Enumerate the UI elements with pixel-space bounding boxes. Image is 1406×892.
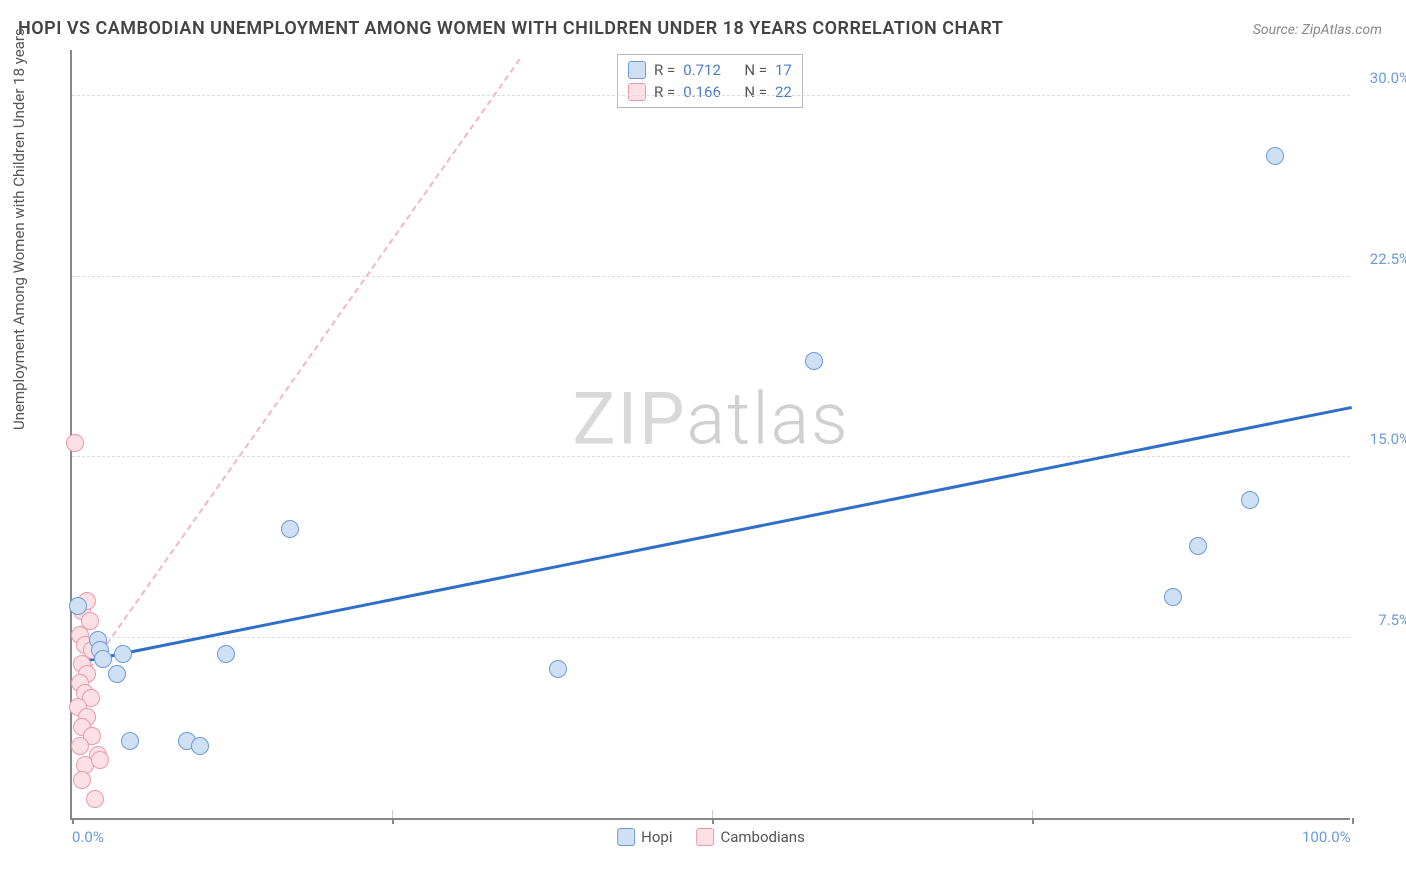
chart-title: HOPI VS CAMBODIAN UNEMPLOYMENT AMONG WOM… xyxy=(18,18,1003,39)
data-point xyxy=(71,737,89,755)
data-point xyxy=(281,520,299,538)
correlation-legend: R = 0.712 N = 17 R = 0.166 N = 22 xyxy=(617,54,803,108)
series-legend: Hopi Cambodians xyxy=(617,828,805,846)
gridline-v xyxy=(712,810,713,818)
data-point xyxy=(1266,147,1284,165)
x-tick xyxy=(392,818,394,824)
n-value-camb: 22 xyxy=(775,83,792,101)
trend-line xyxy=(78,58,521,685)
data-point xyxy=(805,352,823,370)
source-label: Source: ZipAtlas.com xyxy=(1253,22,1382,38)
watermark-light: atlas xyxy=(687,376,850,461)
swatch-hopi xyxy=(617,828,635,846)
data-point xyxy=(1241,491,1259,509)
data-point xyxy=(69,597,87,615)
y-tick-label: 15.0% xyxy=(1370,430,1406,448)
data-point xyxy=(1164,588,1182,606)
x-tick xyxy=(1352,818,1354,824)
gridline-h xyxy=(72,456,1350,457)
y-tick-label: 30.0% xyxy=(1370,69,1406,87)
data-point xyxy=(86,790,104,808)
plot-region: ZIPatlas R = 0.712 N = 17 R = 0.166 N = … xyxy=(70,50,1350,820)
watermark-bold: ZIP xyxy=(572,376,686,461)
legend-item-camb: Cambodians xyxy=(696,828,804,846)
gridline-v xyxy=(392,810,393,818)
gridline-h xyxy=(72,276,1350,277)
corr-row-hopi: R = 0.712 N = 17 xyxy=(628,59,792,81)
swatch-hopi xyxy=(628,61,646,79)
data-point xyxy=(91,751,109,769)
r-label: R = xyxy=(654,83,675,101)
n-label: N = xyxy=(744,61,767,79)
corr-row-camb: R = 0.166 N = 22 xyxy=(628,81,792,103)
x-tick-label: 0.0% xyxy=(72,828,104,846)
n-value-hopi: 17 xyxy=(775,61,792,79)
x-tick-label: 100.0% xyxy=(1302,828,1351,846)
swatch-cambodians xyxy=(696,828,714,846)
gridline-h xyxy=(72,95,1350,96)
gridline-v xyxy=(1032,810,1033,818)
r-label: R = xyxy=(654,61,675,79)
gridline-h xyxy=(72,637,1350,638)
trend-line xyxy=(78,406,1352,664)
data-point xyxy=(549,660,567,678)
x-tick xyxy=(712,818,714,824)
swatch-cambodians xyxy=(628,83,646,101)
data-point xyxy=(94,650,112,668)
data-point xyxy=(108,665,126,683)
r-value-camb: 0.166 xyxy=(683,83,721,101)
x-tick xyxy=(1032,818,1034,824)
data-point xyxy=(121,732,139,750)
data-point xyxy=(1189,537,1207,555)
data-point xyxy=(73,771,91,789)
data-point xyxy=(66,434,84,452)
r-value-hopi: 0.712 xyxy=(683,61,721,79)
x-tick xyxy=(72,818,74,824)
y-axis-label: Unemployment Among Women with Children U… xyxy=(10,28,28,430)
data-point xyxy=(191,737,209,755)
data-point xyxy=(217,645,235,663)
data-point xyxy=(114,645,132,663)
chart-area: ZIPatlas R = 0.712 N = 17 R = 0.166 N = … xyxy=(60,50,1380,850)
n-label: N = xyxy=(744,83,767,101)
y-tick-label: 22.5% xyxy=(1370,250,1406,268)
legend-label-hopi: Hopi xyxy=(641,828,672,846)
legend-item-hopi: Hopi xyxy=(617,828,672,846)
y-tick-label: 7.5% xyxy=(1378,611,1406,629)
legend-label-camb: Cambodians xyxy=(720,828,804,846)
watermark: ZIPatlas xyxy=(572,376,849,461)
